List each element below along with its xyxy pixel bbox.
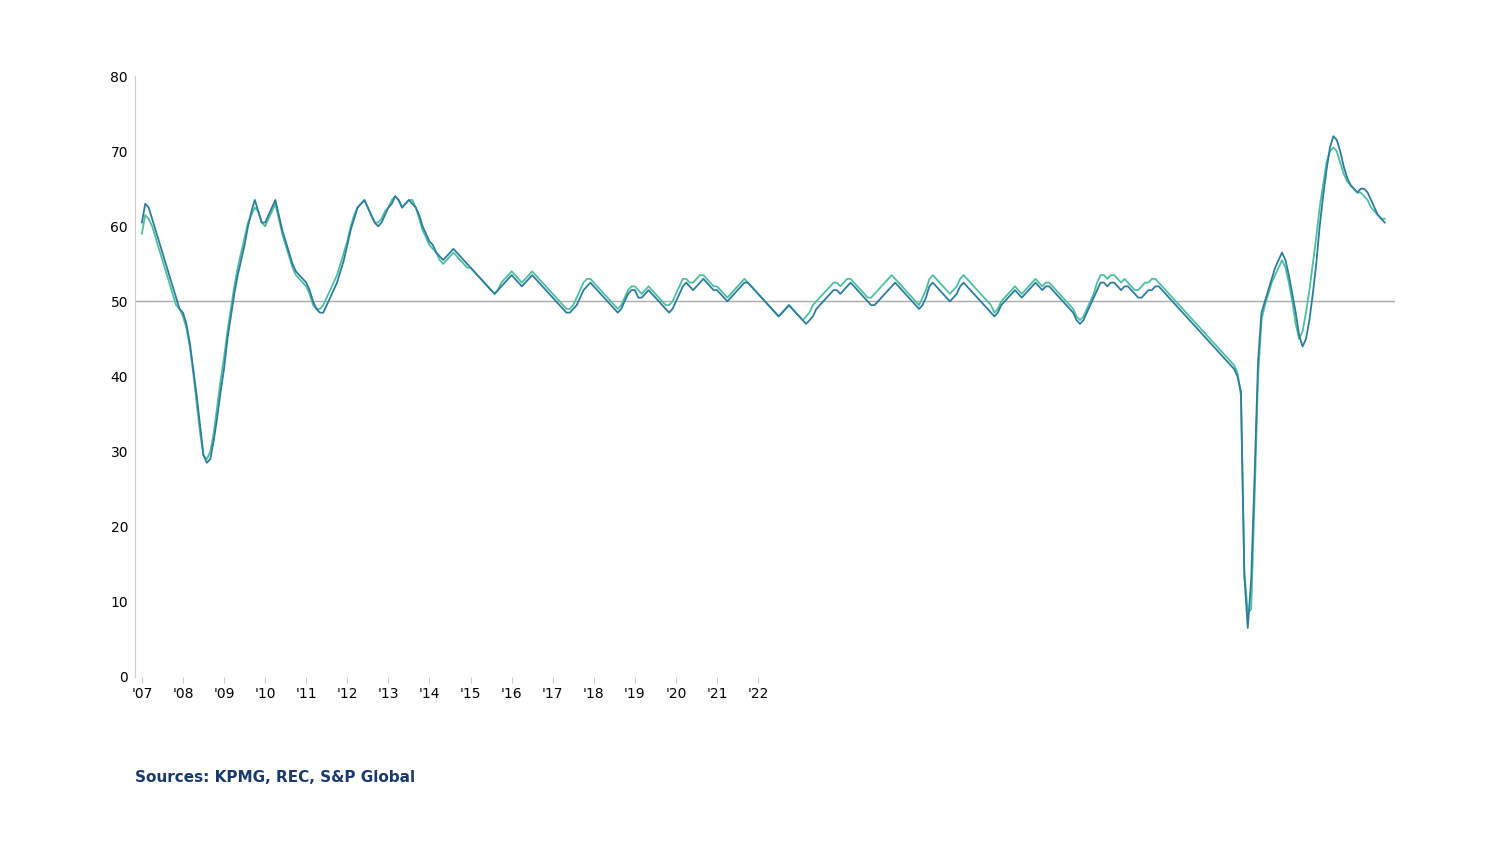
Text: Sources: KPMG, REC, S&P Global: Sources: KPMG, REC, S&P Global — [135, 770, 416, 785]
Temporary Billings — [1007, 281, 1025, 291]
Permanent Placements Index — [297, 277, 315, 288]
Temporary Billings — [1239, 608, 1257, 618]
Permanent Placements Index — [182, 338, 200, 348]
Permanent Placements Index — [448, 248, 466, 258]
Temporary Billings — [140, 214, 158, 224]
Temporary Billings — [134, 228, 152, 239]
Permanent Placements Index — [1324, 131, 1342, 141]
Permanent Placements Index — [150, 236, 168, 246]
Line: Temporary Billings: Temporary Billings — [142, 147, 1384, 613]
Temporary Billings — [182, 341, 200, 352]
Temporary Billings — [1324, 142, 1342, 152]
Temporary Billings — [448, 251, 466, 261]
Line: Permanent Placements Index: Permanent Placements Index — [142, 136, 1384, 628]
Permanent Placements Index — [140, 202, 158, 212]
Permanent Placements Index — [134, 217, 152, 228]
Permanent Placements Index — [1007, 285, 1025, 295]
Permanent Placements Index — [1376, 217, 1394, 228]
Permanent Placements Index — [1239, 623, 1257, 633]
Temporary Billings — [150, 244, 168, 254]
Temporary Billings — [297, 281, 315, 291]
Temporary Billings — [1376, 214, 1394, 224]
